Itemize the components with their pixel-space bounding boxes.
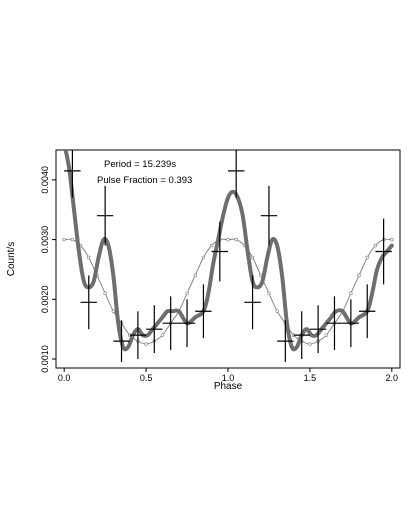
data-point-errorbar <box>146 305 163 354</box>
data-point-errorbar <box>64 150 81 198</box>
plot-content <box>62 150 394 363</box>
sinusoid-fit-point <box>193 273 197 278</box>
period-annotation: Period = 15.239s <box>104 159 176 170</box>
y-tick-label: 0.0010 <box>40 345 50 373</box>
sinusoid-fit-point <box>373 243 378 248</box>
sinusoid-fit-point <box>185 291 189 296</box>
sinusoid-fit-point <box>365 255 369 260</box>
x-tick-label: 0.5 <box>140 373 153 383</box>
sinusoid-fit-point <box>349 291 353 296</box>
data-point-errorbar <box>129 311 147 360</box>
data-point-errorbar <box>277 320 294 363</box>
y-tick-label: 0.0040 <box>40 166 50 194</box>
x-axis: 0.0 0.5 1.0 1.5 2.0 <box>58 368 398 383</box>
data-point-errorbar <box>211 221 228 282</box>
sinusoid-fit-point <box>250 255 255 260</box>
data-point-errorbar <box>342 299 360 348</box>
data-point-errorbar <box>162 296 179 351</box>
sinusoid-fit-point <box>62 237 66 242</box>
x-tick-label: 0.0 <box>58 373 71 383</box>
data-point-errorbar <box>359 284 376 339</box>
data-point-errorbar <box>260 185 278 246</box>
y-tick-label: 0.0020 <box>40 286 50 314</box>
sinusoid-fit-point <box>267 291 271 296</box>
sinusoid-fit-point <box>308 342 312 346</box>
sinusoid-fit-point <box>111 309 116 313</box>
y-axis: 0.0010 0.0020 0.0030 0.0040 <box>40 166 56 373</box>
sinusoid-fit-point <box>209 243 214 248</box>
sinusoid-fit-point <box>357 273 361 278</box>
data-point-errorbar <box>113 320 130 363</box>
data-point-errorbar <box>244 275 261 330</box>
sinusoid-fit-point <box>160 333 165 337</box>
sinusoid-fit-point <box>226 237 230 242</box>
data-point-errorbar <box>195 284 212 339</box>
data-point-errorbar <box>293 311 310 360</box>
sinusoid-fit-point <box>144 342 148 346</box>
smoothed-profile-line <box>63 150 394 352</box>
y-tick-label: 0.0030 <box>40 226 50 254</box>
plot-area <box>62 150 394 363</box>
sinusoid-fit-point <box>275 309 279 313</box>
x-tick-label: 1.0 <box>222 373 235 383</box>
sinusoid-fit-point <box>201 255 206 260</box>
data-point-errorbar <box>96 185 114 246</box>
x-tick-label: 1.5 <box>304 373 317 383</box>
y-axis-label: Count/s <box>6 242 17 276</box>
sinusoid-fit-point <box>390 237 394 242</box>
sinusoid-fit-point <box>103 291 107 296</box>
x-axis-label: Phase <box>214 381 243 392</box>
x-tick-label: 2.0 <box>386 373 399 383</box>
data-point-errorbar <box>309 305 327 354</box>
data-point-errorbar <box>326 296 343 351</box>
data-point-errorbar <box>80 275 97 330</box>
data-point-errorbar <box>375 218 392 285</box>
sinusoid-fit-point <box>70 237 75 242</box>
sinusoid-fit-point <box>324 333 328 337</box>
data-point-errorbar <box>228 150 245 198</box>
pulse-fraction-annotation: Pulse Fraction = 0.393 <box>97 175 192 186</box>
sinusoid-fit-point <box>234 237 238 242</box>
data-point-errorbar <box>178 299 196 348</box>
sinusoid-fit-point <box>87 255 91 260</box>
